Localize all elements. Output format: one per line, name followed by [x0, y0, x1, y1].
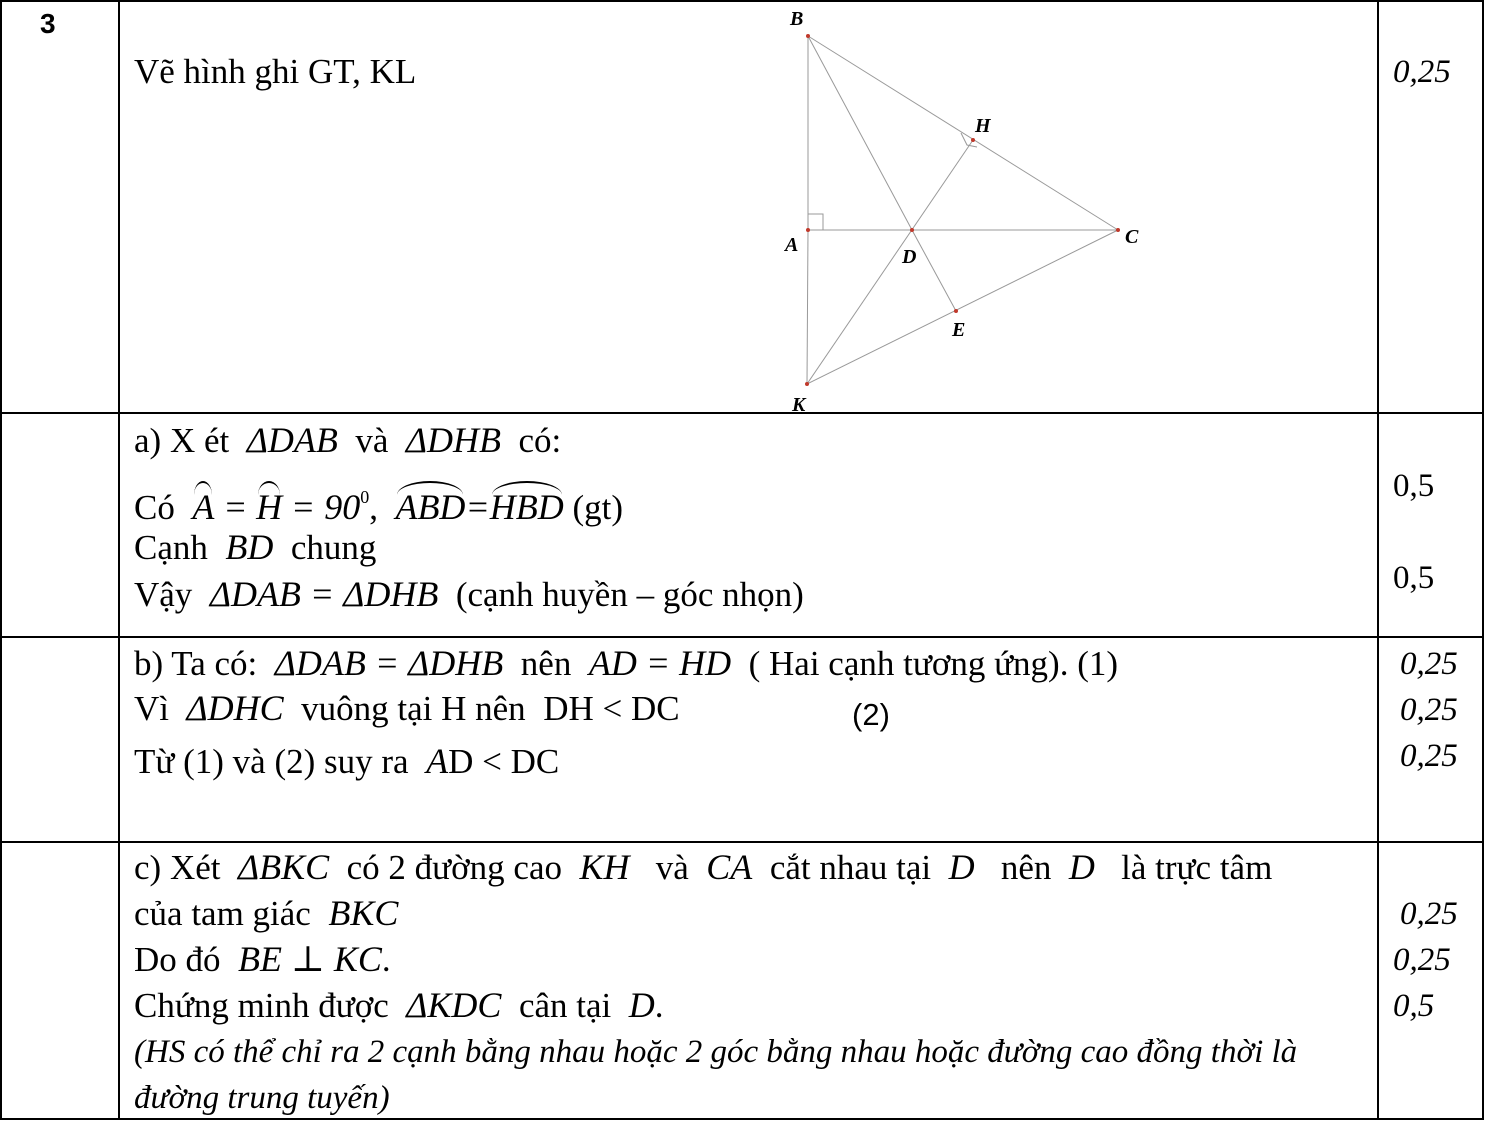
point-E: [954, 309, 958, 313]
point-D: [910, 228, 914, 232]
row4-line1: c) Xét ΔBKC có 2 đường cao KH và CA cắt …: [134, 847, 1272, 888]
row3-score2: 0,25: [1400, 692, 1458, 729]
point-C: [1116, 228, 1120, 232]
label-E: E: [951, 319, 965, 341]
label-H: H: [974, 115, 992, 137]
row4-line4: Chứng minh được ΔKDC cân tại D.: [134, 985, 664, 1026]
row4-score1: 0,25: [1400, 896, 1458, 933]
row4-line3: Do đó BE ⊥ KC.: [134, 939, 391, 980]
segment-KC: [807, 230, 1118, 384]
row3-line2: Vì ΔDHC vuông tại H nên DH < DC: [134, 688, 680, 729]
label-B: B: [789, 8, 803, 30]
label-A: A: [783, 234, 798, 256]
table-border-row3: [0, 841, 1484, 843]
right-angle-A: [808, 214, 823, 230]
row3-score3: 0,25: [1400, 738, 1458, 775]
point-A: [806, 228, 810, 232]
segment-AK: [807, 230, 808, 384]
geometry-figure: B H A D C E K: [0, 0, 1490, 415]
segment-KH: [807, 140, 973, 384]
row2-line2: Có A = H = 900, ABD=HBD (gt): [134, 477, 623, 528]
segment-DE: [912, 230, 956, 311]
row2-line4: Vậy ΔDAB = ΔDHB (cạnh huyền – góc nhọn): [134, 574, 804, 615]
label-D: D: [901, 246, 916, 268]
row2-line1: a) X ét ΔDAB và ΔDHB có:: [134, 420, 561, 461]
label-K: K: [791, 394, 807, 415]
row2-score1: 0,5: [1393, 466, 1434, 506]
point-K: [805, 382, 809, 386]
row2-score2: 0,5: [1393, 558, 1434, 598]
row3-line3: Từ (1) và (2) suy ra AD < DC: [134, 741, 559, 782]
row3-score1: 0,25: [1400, 646, 1458, 683]
table-border-bottom: [0, 1118, 1484, 1120]
point-H: [971, 138, 975, 142]
row4-note-line2: đường trung tuyến): [134, 1078, 390, 1118]
row4-score3: 0,5: [1393, 988, 1434, 1025]
row2-line3: Cạnh BD chung: [134, 527, 376, 568]
segment-BD: [808, 36, 912, 230]
point-B: [806, 34, 810, 38]
row3-line1: b) Ta có: ΔDAB = ΔDHB nên AD = HD ( Hai …: [134, 643, 1118, 684]
table-border-row2: [0, 636, 1484, 638]
row4-note-line1: (HS có thể chỉ ra 2 cạnh bằng nhau hoặc …: [134, 1032, 1297, 1072]
segment-BC: [808, 36, 1118, 230]
label-C: C: [1125, 226, 1139, 248]
row3-tag2: (2): [852, 697, 890, 733]
row4-line2: của tam giác BKC: [134, 893, 398, 934]
row4-score2: 0,25: [1393, 942, 1451, 979]
